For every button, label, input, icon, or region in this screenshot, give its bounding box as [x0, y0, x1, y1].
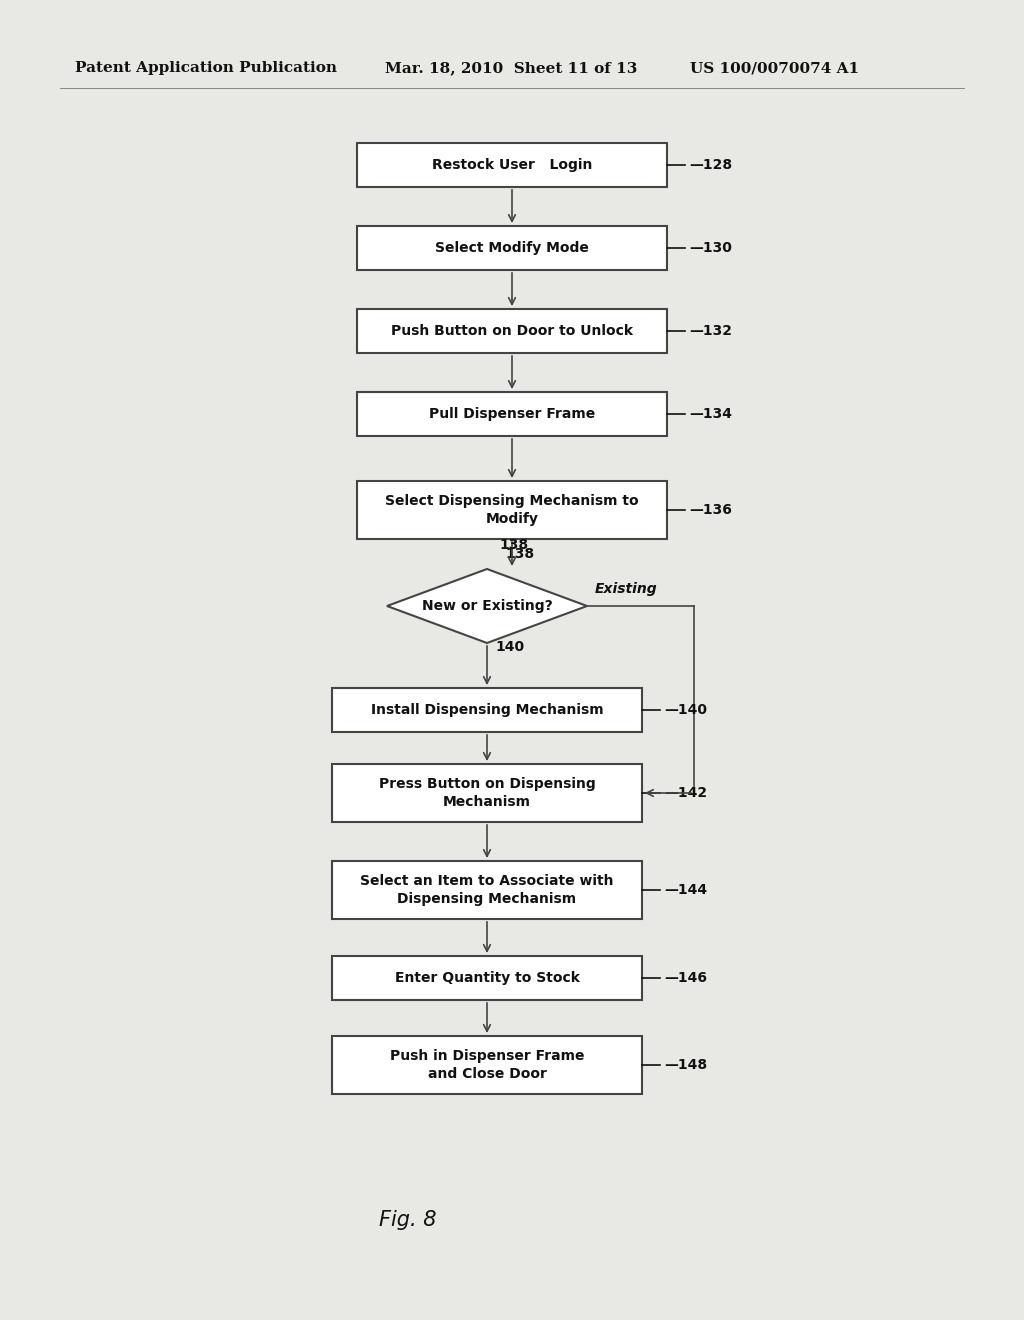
- Text: —130: —130: [689, 242, 732, 255]
- Text: —146: —146: [664, 972, 707, 985]
- Text: —142: —142: [664, 785, 708, 800]
- FancyBboxPatch shape: [357, 392, 667, 436]
- FancyBboxPatch shape: [357, 309, 667, 352]
- FancyBboxPatch shape: [332, 1036, 642, 1094]
- Text: 138: 138: [505, 546, 535, 561]
- Text: —140: —140: [664, 704, 707, 717]
- FancyBboxPatch shape: [357, 480, 667, 539]
- Text: —144: —144: [664, 883, 708, 898]
- FancyBboxPatch shape: [332, 688, 642, 733]
- Text: Install Dispensing Mechanism: Install Dispensing Mechanism: [371, 704, 603, 717]
- Text: —136: —136: [689, 503, 732, 517]
- FancyBboxPatch shape: [332, 956, 642, 1001]
- Text: Pull Dispenser Frame: Pull Dispenser Frame: [429, 407, 595, 421]
- Text: Select an Item to Associate with
Dispensing Mechanism: Select an Item to Associate with Dispens…: [360, 874, 613, 906]
- Text: Patent Application Publication: Patent Application Publication: [75, 61, 337, 75]
- Text: —132: —132: [689, 323, 732, 338]
- Text: 140: 140: [495, 640, 524, 653]
- Text: Mar. 18, 2010  Sheet 11 of 13: Mar. 18, 2010 Sheet 11 of 13: [385, 61, 637, 75]
- Text: 138: 138: [499, 539, 528, 552]
- Text: Push in Dispenser Frame
and Close Door: Push in Dispenser Frame and Close Door: [390, 1049, 585, 1081]
- Text: Fig. 8: Fig. 8: [379, 1210, 436, 1230]
- Text: Press Button on Dispensing
Mechanism: Press Button on Dispensing Mechanism: [379, 777, 595, 809]
- Text: Enter Quantity to Stock: Enter Quantity to Stock: [394, 972, 580, 985]
- FancyBboxPatch shape: [357, 143, 667, 187]
- Text: Push Button on Door to Unlock: Push Button on Door to Unlock: [391, 323, 633, 338]
- Text: New or Existing?: New or Existing?: [422, 599, 552, 612]
- FancyBboxPatch shape: [357, 226, 667, 271]
- Text: Restock User   Login: Restock User Login: [432, 158, 592, 172]
- Text: —148: —148: [664, 1059, 708, 1072]
- Text: Select Modify Mode: Select Modify Mode: [435, 242, 589, 255]
- Text: —128: —128: [689, 158, 732, 172]
- FancyBboxPatch shape: [332, 764, 642, 822]
- Polygon shape: [387, 569, 587, 643]
- FancyBboxPatch shape: [332, 861, 642, 919]
- Text: Select Dispensing Mechanism to
Modify: Select Dispensing Mechanism to Modify: [385, 495, 639, 525]
- Text: —134: —134: [689, 407, 732, 421]
- Text: US 100/0070074 A1: US 100/0070074 A1: [690, 61, 859, 75]
- Text: Existing: Existing: [595, 582, 657, 597]
